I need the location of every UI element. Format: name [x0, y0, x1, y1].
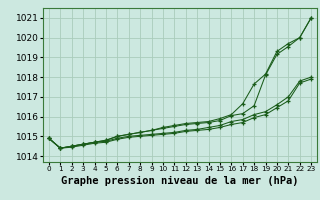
X-axis label: Graphe pression niveau de la mer (hPa): Graphe pression niveau de la mer (hPa) — [61, 176, 299, 186]
